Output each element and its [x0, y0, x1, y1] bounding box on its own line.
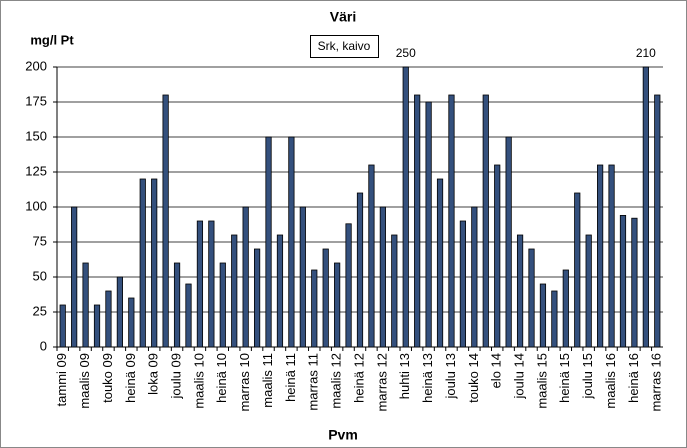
bar [436, 178, 444, 348]
x-tick-label: heinä 10 [214, 353, 229, 403]
y-axis-label: mg/l Pt [30, 32, 74, 47]
bar [391, 234, 398, 348]
legend-label: Srk, kaivo [318, 39, 371, 53]
bar [334, 262, 341, 348]
x-tick-label: maalis 16 [603, 353, 618, 409]
bar [368, 164, 375, 348]
x-tick-label: loka 09 [146, 353, 161, 395]
bar [379, 206, 386, 348]
bar [597, 164, 604, 348]
bar [608, 164, 615, 348]
bar [482, 94, 489, 348]
bar [585, 234, 592, 348]
y-tick-label: 125 [25, 163, 47, 178]
y-tick-label: 200 [25, 58, 47, 73]
value-label: 250 [396, 46, 416, 60]
bar [505, 136, 512, 348]
x-tick-label: maalis 15 [534, 353, 549, 409]
bar [276, 234, 284, 348]
bar [299, 206, 306, 348]
x-tick-label: heinä 12 [351, 353, 366, 403]
bar [196, 220, 204, 348]
bar [311, 269, 318, 348]
x-tick-label: joulu 15 [580, 353, 595, 400]
x-tick-label: joulu 14 [512, 353, 527, 400]
bar [345, 223, 352, 348]
x-tick-label: maalis 11 [260, 353, 275, 408]
bar [414, 94, 421, 348]
y-tick-label: 150 [25, 128, 47, 143]
bar [459, 220, 467, 348]
x-tick-label: heinä 11 [283, 353, 298, 402]
bar [516, 234, 524, 348]
bar [356, 192, 364, 348]
bar [219, 262, 226, 348]
bar [322, 248, 329, 348]
x-tick-label: heinä 13 [420, 353, 435, 403]
bar [539, 283, 547, 348]
bar [116, 276, 123, 348]
legend-box [310, 35, 379, 58]
bar [208, 220, 215, 348]
x-tick-label: elo 14 [489, 353, 504, 388]
x-tick-label: marras 10 [237, 353, 252, 412]
x-tick-label: heinä 09 [123, 353, 138, 403]
bar [185, 283, 192, 348]
y-tick-label: 75 [33, 233, 47, 248]
bar [528, 248, 535, 348]
bar [288, 136, 295, 348]
bar [71, 206, 78, 348]
y-tick-label: 100 [25, 198, 47, 213]
bar [82, 262, 89, 348]
x-tick-label: maalis 09 [77, 353, 92, 409]
bar [562, 269, 569, 348]
x-tick-label: marras 12 [374, 353, 389, 412]
x-tick-label: maalis 12 [329, 353, 344, 409]
bar [494, 164, 501, 348]
x-tick-label: touko 09 [100, 353, 115, 403]
bar [231, 234, 238, 348]
x-tick-label: heinä 16 [626, 353, 641, 403]
x-tick-label: maalis 10 [191, 353, 206, 409]
bar [173, 262, 181, 348]
bar [619, 214, 627, 348]
y-tick-label: 25 [33, 303, 47, 318]
value-label: 210 [636, 46, 656, 60]
bar [139, 178, 146, 348]
y-tick-label: 50 [33, 268, 47, 283]
chart-title: Väri [330, 9, 356, 25]
x-tick-label: huhti 13 [397, 353, 412, 399]
y-tick-label: 0 [40, 338, 47, 353]
x-tick-label: joulu 09 [168, 353, 183, 400]
x-tick-label: marras 16 [649, 353, 664, 412]
bar [425, 101, 432, 348]
x-tick-label: tammi 09 [54, 353, 69, 406]
bar [471, 206, 478, 348]
bar [551, 290, 558, 348]
bar [574, 192, 581, 348]
bar [59, 304, 66, 348]
y-tick-label: 175 [25, 93, 47, 108]
x-tick-label: touko 14 [466, 353, 481, 403]
bar [265, 136, 272, 348]
bar [642, 66, 649, 348]
bar [402, 66, 409, 348]
bar [128, 297, 135, 348]
bar [654, 94, 661, 348]
x-tick-label: marras 11 [306, 353, 321, 411]
bar [242, 206, 249, 348]
bar [448, 94, 455, 348]
bar [151, 178, 158, 348]
bar [105, 290, 112, 348]
bar [162, 94, 169, 348]
bar [631, 217, 638, 348]
x-tick-label: joulu 13 [443, 353, 458, 400]
x-axis-label: Pvm [328, 427, 358, 443]
bar [93, 304, 101, 348]
x-tick-label: heinä 15 [557, 353, 572, 403]
bar [253, 248, 261, 348]
